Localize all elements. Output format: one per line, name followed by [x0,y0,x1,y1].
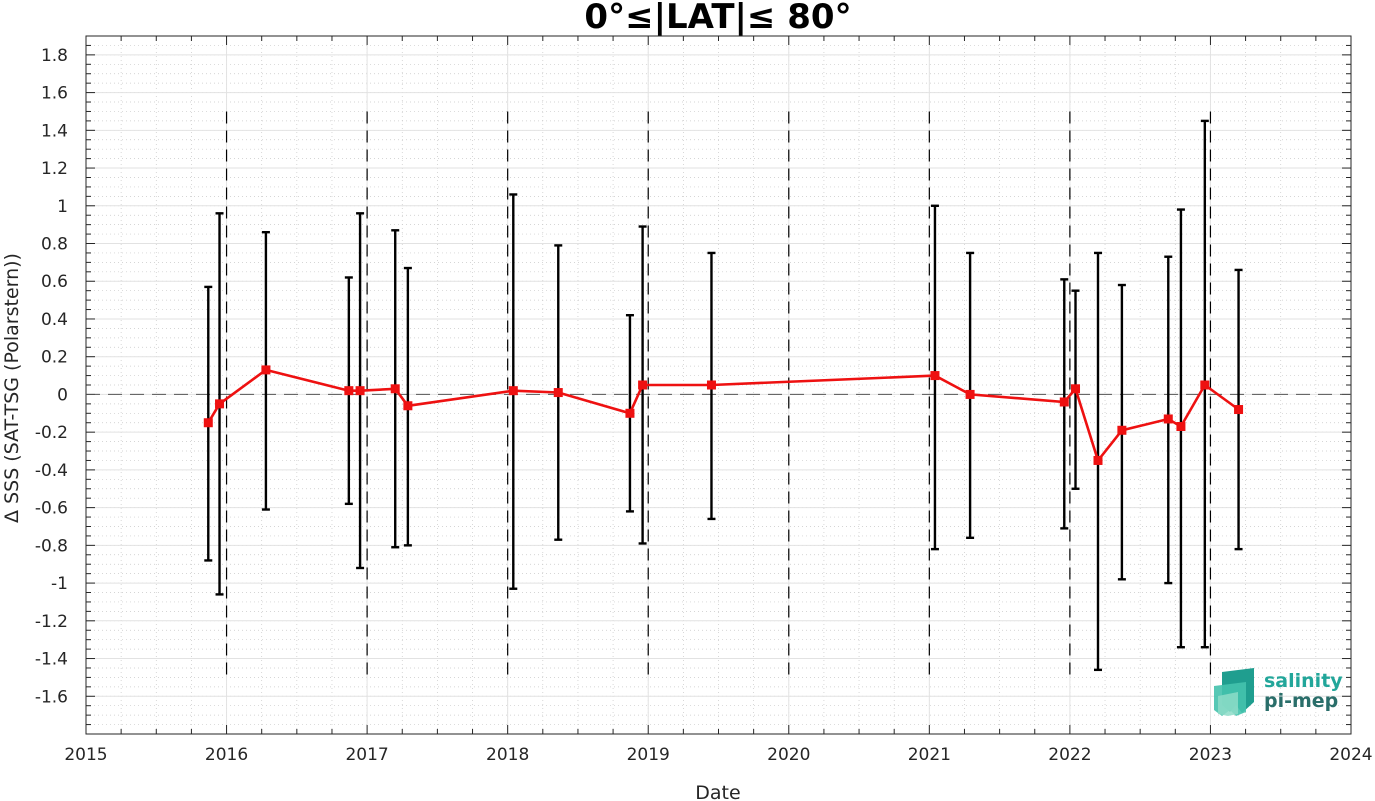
logo-text-pi-mep: pi-mep [1264,690,1338,712]
x-tick-label: 2019 [627,745,670,765]
data-point-marker [930,371,940,381]
data-point-marker [203,418,213,428]
y-tick-label: 1.4 [41,121,68,141]
x-tick-label: 2024 [1329,745,1372,765]
y-tick-label: -1.6 [35,687,68,707]
data-point-marker [1093,455,1103,465]
series-line [203,365,1244,465]
y-tick-label: 0.4 [41,310,68,330]
x-tick-label: 2018 [486,745,529,765]
y-tick-label: -1.4 [35,650,68,670]
x-tick-label: 2015 [64,745,107,765]
y-tick-label: 0 [57,385,68,405]
chart-title: 0°≤|LAT|≤ 80° [584,0,851,37]
y-tick-label: 1.6 [41,84,68,104]
y-tick-label: -0.6 [35,499,68,519]
data-point-marker [1059,397,1069,407]
y-tick-label: -0.4 [35,461,68,481]
data-point-marker [1163,414,1173,424]
y-tick-label: -0.8 [35,536,68,556]
axes [85,35,1352,735]
data-point-marker [638,380,648,390]
x-tick-label: 2017 [345,745,388,765]
x-tick-label: 2021 [908,745,951,765]
x-tick-label: 2016 [205,745,248,765]
data-point-marker [625,408,635,418]
y-tick-label: -1.2 [35,612,68,632]
salinity-pi-mep-logo: salinity pi-mep [1214,668,1343,716]
logo-text-salinity: salinity [1264,670,1343,692]
tick-labels: 2015 2016 2017 2018 2019 2020 2021 2022 2023 2024… [35,46,1373,765]
data-point-marker [355,386,365,396]
data-point-marker [403,401,413,411]
y-tick-label: 1 [57,197,68,217]
x-axis-label: Date [695,782,740,801]
data-point-marker [553,388,563,398]
y-tick-label: 0.2 [41,348,68,368]
data-point-marker [261,365,271,375]
x-tick-label: 2020 [767,745,810,765]
data-point-marker [1071,384,1081,394]
data-point-marker [390,384,400,394]
data-point-marker [508,386,518,396]
data-point-marker [706,380,716,390]
data-point-marker [1117,425,1127,435]
data-point-marker [344,386,354,396]
data-point-marker [1234,405,1244,415]
y-tick-label: 0.6 [41,272,68,292]
logo-wave-icon [1214,668,1254,716]
y-tick-label: 1.2 [41,159,68,179]
data-point-marker [1200,380,1210,390]
series-line-path [207,368,1240,464]
data-point-marker [965,389,975,399]
data-point-marker [1176,422,1186,432]
grid [85,35,1352,735]
y-tick-label: 1.8 [41,46,68,66]
y-tick-label: -0.2 [35,423,68,443]
y-axis-label: Δ SSS (SAT-TSG (Polarstern)) [1,253,23,523]
x-tick-label: 2022 [1048,745,1091,765]
x-tick-label: 2023 [1189,745,1232,765]
y-tick-label: 0.8 [41,235,68,255]
y-tick-label: -1 [51,574,68,594]
data-point-marker [215,399,225,409]
year-dashed-lines [86,111,1351,678]
